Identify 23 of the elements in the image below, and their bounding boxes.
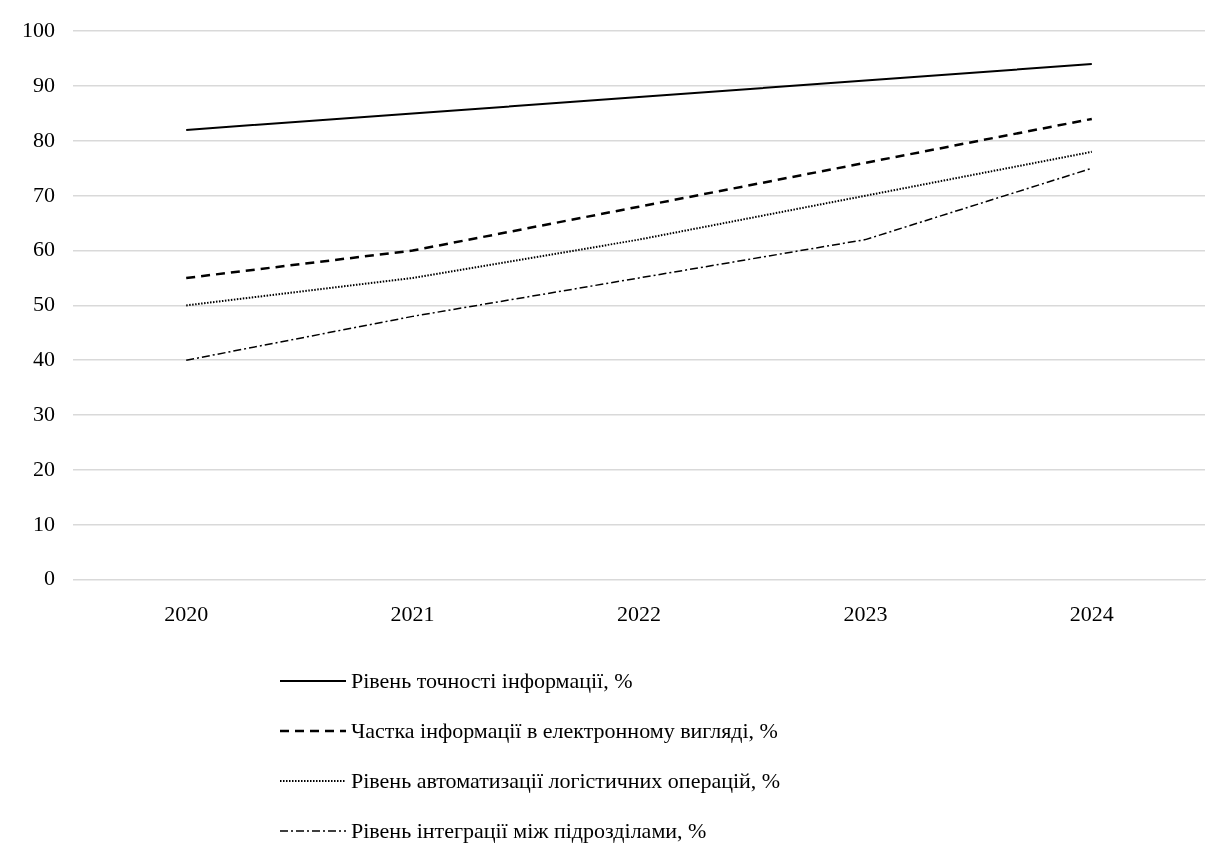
y-tick-label: 90 bbox=[33, 71, 55, 97]
y-tick-label: 40 bbox=[33, 346, 55, 372]
line-series bbox=[184, 117, 1094, 280]
legend-label: Частка інформації в електронному вигляді, % bbox=[351, 718, 778, 744]
line-series bbox=[185, 150, 1093, 307]
y-tick-label: 80 bbox=[33, 126, 55, 152]
legend-label: Рівень точності інформації, % bbox=[351, 668, 633, 694]
x-tick-label: 2024 bbox=[1069, 600, 1114, 626]
y-tick-label: 0 bbox=[44, 565, 55, 591]
y-tick-label: 10 bbox=[33, 510, 55, 536]
x-tick-label: 2021 bbox=[390, 600, 435, 626]
y-tick-label: 70 bbox=[33, 181, 55, 207]
y-tick-label: 30 bbox=[33, 400, 55, 426]
x-tick-label: 2023 bbox=[843, 600, 888, 626]
y-tick-label: 20 bbox=[33, 455, 55, 481]
y-tick-label: 60 bbox=[33, 236, 55, 262]
x-tick-label: 2020 bbox=[164, 600, 209, 626]
y-tick-label: 100 bbox=[22, 16, 55, 42]
legend-label: Рівень автоматизації логістичних операцій, % bbox=[351, 768, 781, 794]
y-tick-label: 50 bbox=[33, 291, 55, 317]
x-tick-label: 2022 bbox=[617, 600, 661, 626]
legend-label: Рівень інтеграції між підрозділами, % bbox=[351, 818, 707, 844]
line-series bbox=[185, 167, 1093, 361]
